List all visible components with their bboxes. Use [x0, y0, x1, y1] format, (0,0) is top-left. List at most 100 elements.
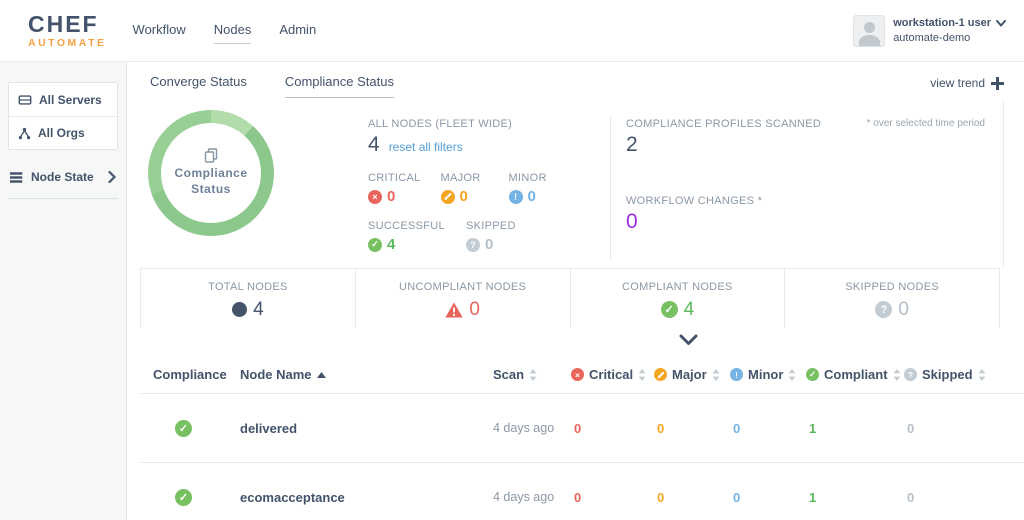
tab-converge-status[interactable]: Converge Status — [150, 74, 247, 89]
nav-admin[interactable]: Admin — [279, 21, 317, 37]
skipped-count: 0 — [907, 489, 915, 505]
status-group: SUCCESSFUL ✓ 4 SKIPPED ? 0 — [368, 220, 586, 253]
critical-label: CRITICAL — [368, 172, 421, 184]
node-name[interactable]: ecomacceptance — [240, 489, 345, 505]
major-count: 0 — [657, 489, 665, 505]
compliant-check-icon: ✓ — [660, 301, 678, 318]
main-content: Converge Status Compliance Status view t… — [127, 62, 1024, 520]
collapse-row — [127, 328, 1024, 356]
compliant-nodes-cell[interactable]: COMPLIANT NODES ✓ 4 — [569, 269, 785, 328]
document-icon — [204, 148, 218, 164]
critical-count: 0 — [574, 420, 582, 436]
successful-label: SUCCESSFUL — [368, 220, 445, 232]
uncompliant-nodes-value: 0 — [469, 298, 480, 320]
nav-workflow[interactable]: Workflow — [132, 21, 186, 37]
major-circle-slash-icon — [440, 189, 455, 204]
sidebar-item-all-servers[interactable]: All Servers — [9, 83, 117, 116]
user-menu[interactable]: workstation-1 user automate-demo — [853, 14, 1006, 47]
user-info: workstation-1 user automate-demo — [893, 16, 1006, 46]
sort-asc-icon — [316, 371, 326, 378]
skipped-question-icon: ? — [904, 368, 917, 381]
avatar-head-shape — [864, 21, 876, 33]
skipped-value: 0 — [485, 236, 494, 253]
list-icon — [10, 171, 23, 183]
col-minor[interactable]: ! Minor — [730, 367, 806, 382]
filter-card: All Servers All Orgs — [8, 82, 118, 150]
critical-circle-x-icon: × — [571, 368, 584, 381]
compliant-count: 1 — [809, 420, 817, 436]
major-count: 0 — [657, 420, 665, 436]
col-scan[interactable]: Scan — [481, 367, 571, 382]
sort-icon — [788, 368, 796, 381]
col-critical-label: Critical — [589, 367, 634, 382]
collapse-chevron-down-icon[interactable] — [679, 334, 698, 346]
compliant-nodes-label: COMPLIANT NODES — [622, 280, 733, 293]
total-nodes-value: 4 — [253, 298, 264, 320]
avatar — [853, 14, 886, 47]
skipped-count: 0 — [907, 420, 915, 436]
skipped-question-icon: ? — [875, 301, 893, 318]
col-node-name[interactable]: Node Name — [227, 367, 481, 382]
compliance-status-donut-chart[interactable]: Compliance Status — [148, 110, 274, 236]
sidebar-item-label: All Servers — [39, 92, 102, 107]
severity-group: CRITICAL × 0 MAJOR 0 MI — [368, 172, 586, 205]
org-network-icon — [18, 127, 31, 139]
profiles-scanned-value: 2 — [626, 133, 638, 156]
node-stats-row: TOTAL NODES 4 UNCOMPLIANT NODES 0 COMPLI… — [140, 268, 1000, 328]
skipped-nodes-label: SKIPPED NODES — [845, 280, 939, 293]
col-skipped[interactable]: ? Skipped — [904, 367, 1024, 382]
sort-icon — [893, 368, 900, 381]
chef-automate-logo[interactable]: CHEF AUTOMATE — [28, 12, 107, 49]
sidebar-item-label: All Orgs — [38, 126, 85, 140]
nav-nodes[interactable]: Nodes — [213, 22, 252, 44]
view-trend-button[interactable]: view trend — [930, 76, 1004, 90]
donut-label: Compliance Status — [174, 166, 248, 196]
reset-all-filters-link[interactable]: reset all filters — [388, 140, 463, 154]
sidebar-item-all-orgs[interactable]: All Orgs — [9, 116, 117, 149]
chevron-right-icon — [108, 171, 116, 183]
skipped-label: SKIPPED — [466, 220, 516, 232]
warning-triangle-icon — [445, 302, 463, 317]
col-major-label: Major — [672, 367, 707, 382]
col-skipped-label: Skipped — [922, 367, 973, 382]
fleet-wide-stats: ALL NODES (FLEET WIDE) 4 reset all filte… — [368, 110, 586, 268]
minor-count: 0 — [733, 420, 741, 436]
compliant-check-icon: ✓ — [806, 368, 819, 381]
profiles-column: COMPLIANCE PROFILES SCANNED 2 WORKFLOW C… — [611, 110, 1003, 268]
workflow-changes-label: WORKFLOW CHANGES * — [626, 195, 763, 207]
tab-compliance-status[interactable]: Compliance Status — [284, 74, 394, 98]
sort-icon — [712, 368, 720, 381]
node-name[interactable]: delivered — [240, 420, 298, 436]
filters-sidebar: All Servers All Orgs Node State — [0, 62, 127, 520]
skipped-nodes-cell[interactable]: SKIPPED NODES ? 0 — [784, 269, 1000, 328]
table-row[interactable]: ✓ delivered 4 days ago 0 0 0 1 0 — [140, 394, 1024, 463]
top-nav: Workflow Nodes Admin — [132, 21, 317, 44]
table-row[interactable]: ✓ ecomacceptance 4 days ago 0 0 0 1 0 — [140, 463, 1024, 520]
uncompliant-nodes-label: UNCOMPLIANT NODES — [399, 280, 527, 293]
col-compliant[interactable]: ✓ Compliant — [806, 367, 904, 382]
uncompliant-nodes-cell[interactable]: UNCOMPLIANT NODES 0 — [354, 269, 570, 328]
scan-time: 4 days ago — [493, 490, 555, 504]
total-nodes-cell[interactable]: TOTAL NODES 4 — [140, 269, 355, 328]
skipped-nodes-value: 0 — [898, 298, 909, 320]
logo-automate-text: AUTOMATE — [28, 36, 107, 49]
successful-stat: SUCCESSFUL ✓ 4 — [368, 220, 446, 253]
major-stat: MAJOR 0 — [440, 172, 489, 205]
successful-check-icon: ✓ — [368, 237, 382, 252]
col-major[interactable]: Major — [654, 367, 730, 382]
sidebar-item-node-state[interactable]: Node State — [8, 170, 118, 184]
minor-stat: MINOR ! 0 — [508, 172, 557, 205]
plus-icon — [991, 76, 1004, 90]
major-circle-slash-icon — [654, 368, 667, 381]
total-circle-icon — [232, 302, 248, 317]
critical-count: 0 — [574, 489, 582, 505]
minor-value: 0 — [527, 188, 536, 205]
user-name: workstation-1 user — [893, 16, 991, 29]
status-tabs: Converge Status Compliance Status view t… — [127, 62, 1024, 100]
col-critical[interactable]: × Critical — [571, 367, 654, 382]
col-compliance[interactable]: Compliance — [140, 367, 227, 382]
sort-icon — [529, 368, 537, 381]
compliance-overview: Compliance Status ALL NODES (FLEET WIDE)… — [127, 100, 1004, 268]
server-icon — [18, 94, 32, 105]
top-header: CHEF AUTOMATE Workflow Nodes Admin works… — [0, 0, 1024, 62]
